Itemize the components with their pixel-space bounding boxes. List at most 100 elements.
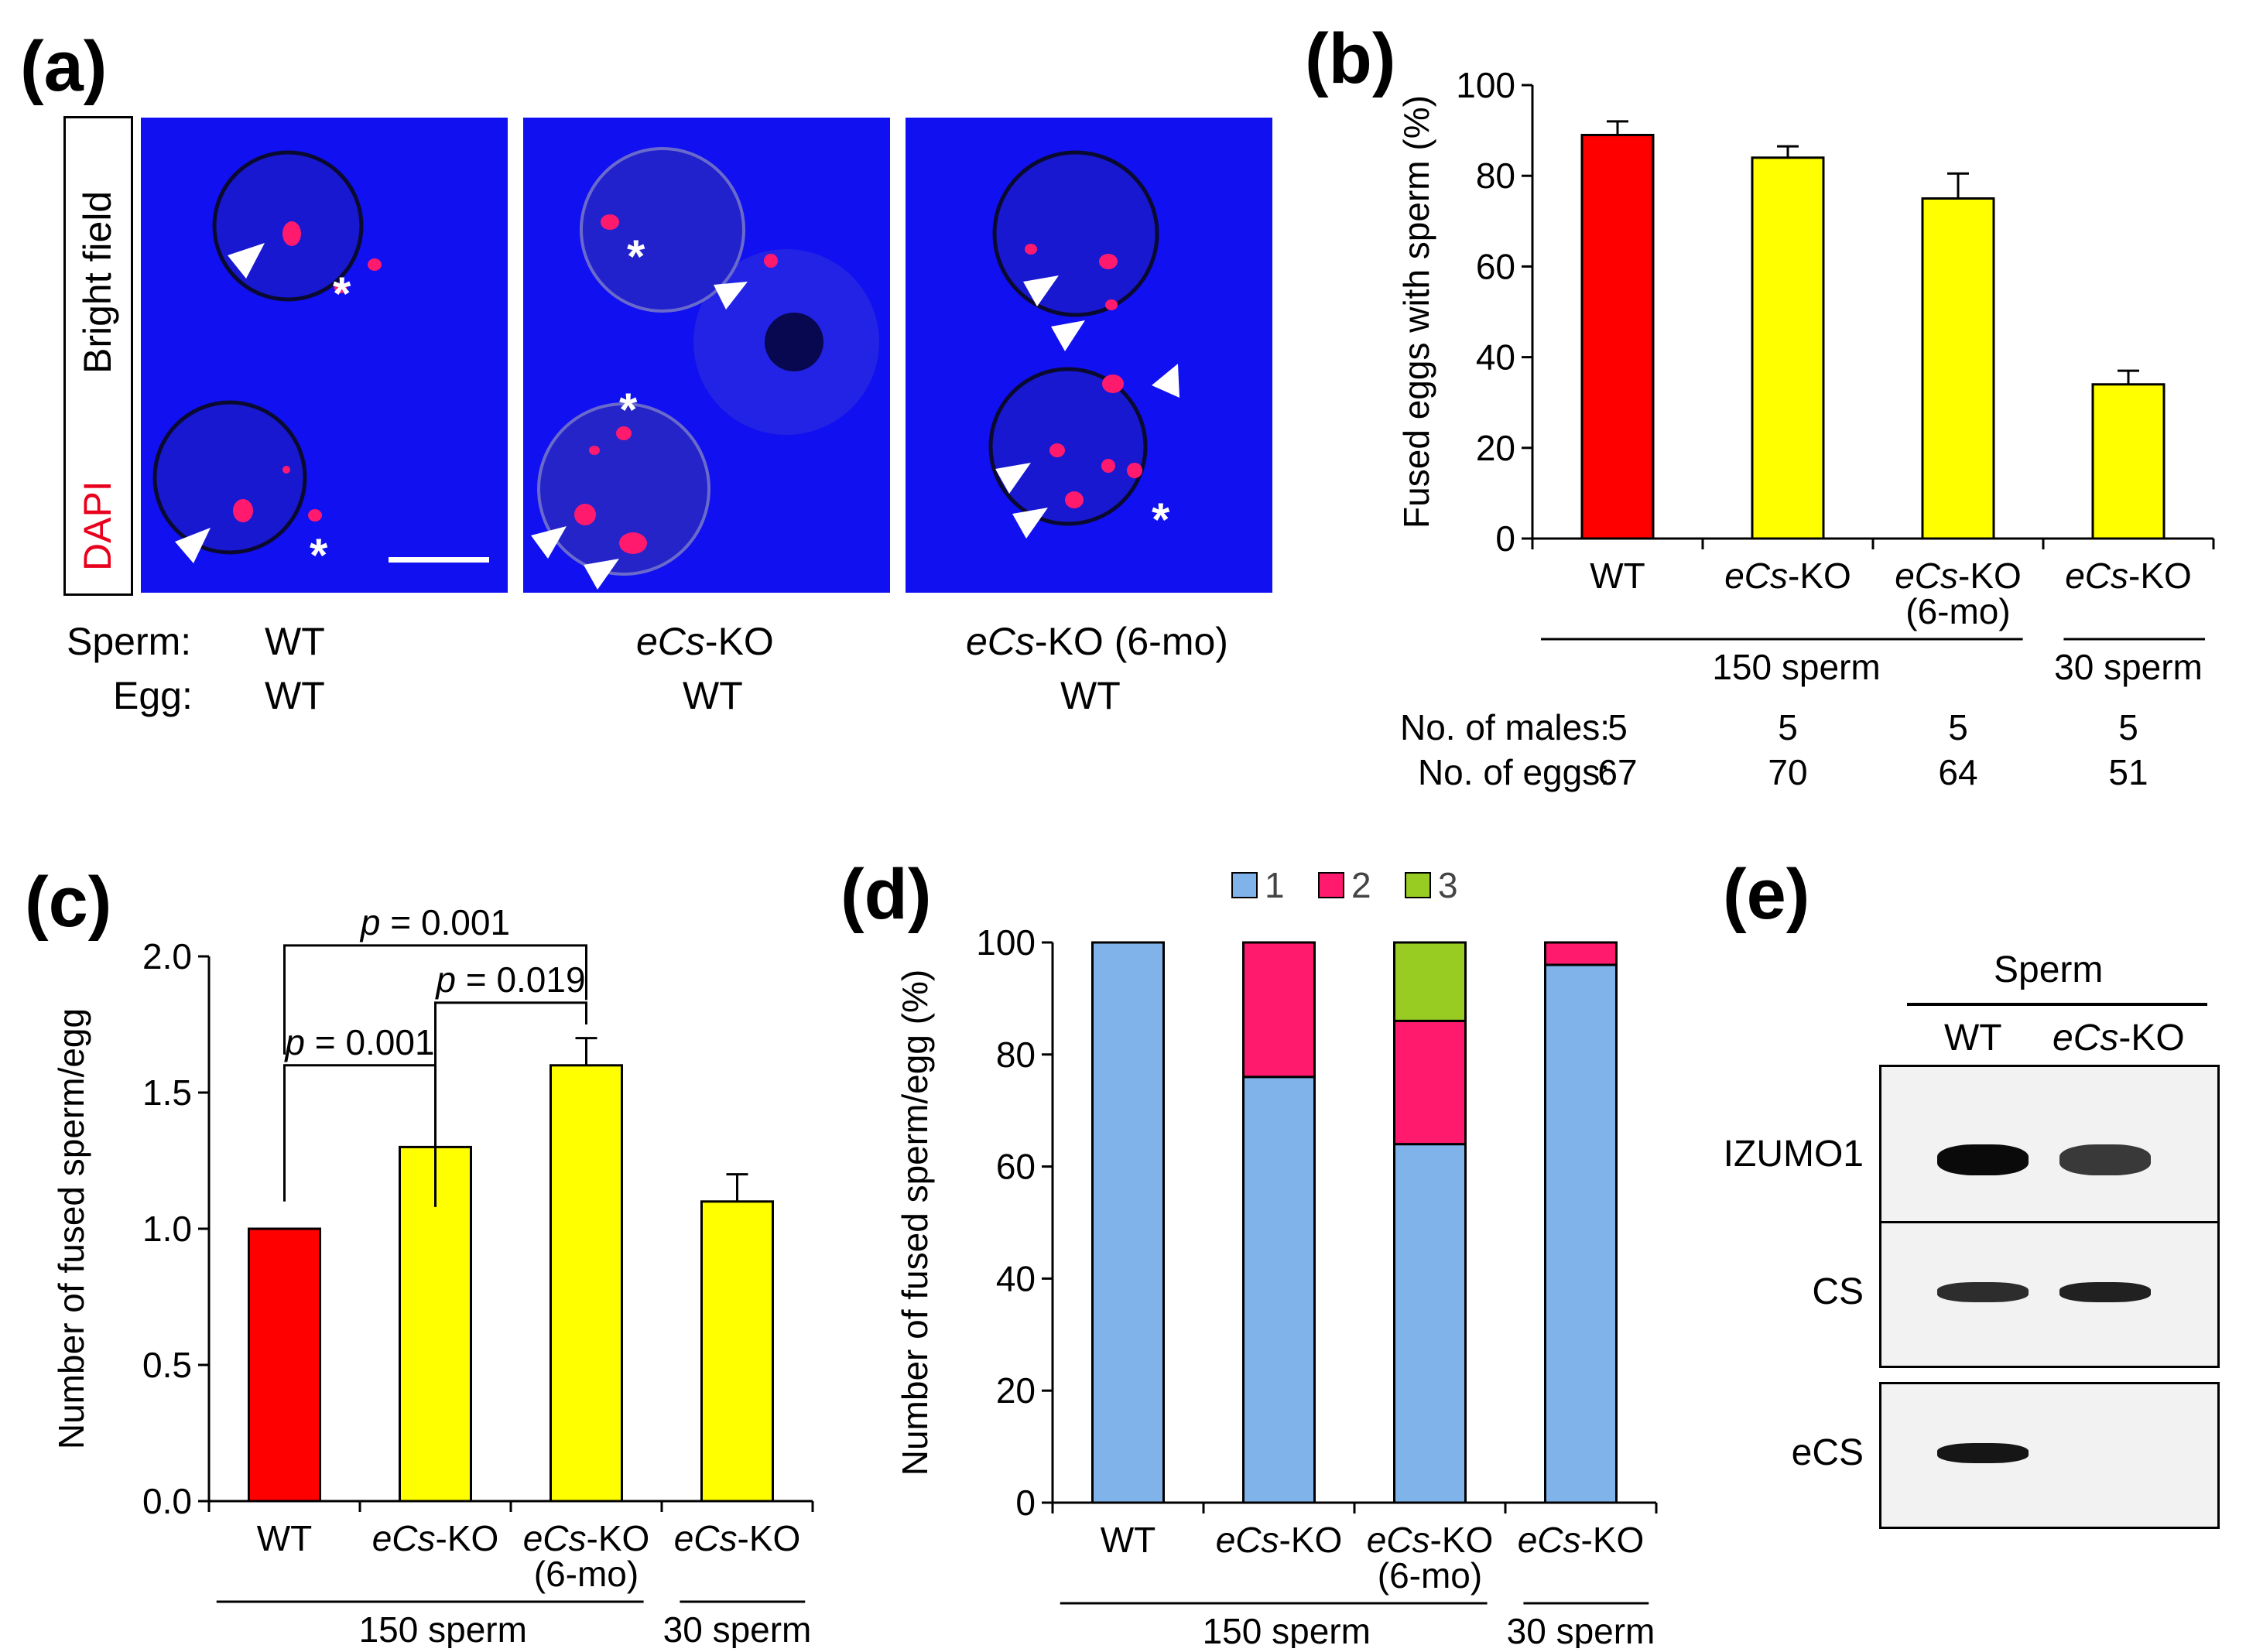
legend-label-1: 1 bbox=[1265, 865, 1285, 905]
y-tick-label: 80 bbox=[996, 1035, 1036, 1075]
panel-b-label: (b) bbox=[1305, 19, 1396, 98]
y-tick-label: 0.0 bbox=[142, 1481, 192, 1521]
x-tick-label: WT bbox=[1101, 1520, 1156, 1560]
table-cell: 67 bbox=[1597, 752, 1637, 792]
bar-segment-1 bbox=[1393, 1143, 1467, 1504]
micrograph-wt: * * bbox=[141, 118, 508, 593]
blot-band bbox=[1937, 1282, 2029, 1302]
p-value-label: p = 0.001 bbox=[359, 902, 510, 942]
y-tick-label: 2.0 bbox=[142, 936, 192, 976]
bar-segment-2 bbox=[1242, 941, 1316, 1079]
x-tick-label-line2: (6-mo) bbox=[1905, 591, 2010, 631]
blot-row-label: IZUMO1 bbox=[1723, 1134, 1864, 1175]
y-axis-title: Number of fused sperm/egg bbox=[51, 1008, 91, 1449]
bar bbox=[248, 1227, 321, 1503]
micrograph-ecs-ko-6mo: * bbox=[906, 118, 1272, 593]
table-cell: 70 bbox=[1768, 752, 1807, 792]
table-cell: 5 bbox=[1778, 707, 1798, 747]
x-tick-label-line2: (6-mo) bbox=[534, 1554, 639, 1594]
bar bbox=[1580, 133, 1655, 540]
table-cell: 5 bbox=[2118, 707, 2138, 747]
y-tick-label: 60 bbox=[996, 1147, 1036, 1187]
blot-band bbox=[2059, 1282, 2151, 1302]
group-label-30: 30 sperm bbox=[663, 1609, 812, 1648]
y-tick-label: 20 bbox=[996, 1370, 1036, 1411]
x-tick-label: WT bbox=[1590, 556, 1645, 596]
y-axis-title: Number of fused sperm/egg (%) bbox=[895, 970, 935, 1476]
group-label-150: 150 sperm bbox=[1712, 647, 1880, 687]
row-sperm-label: Sperm: bbox=[67, 620, 192, 663]
y-tick-label: 1.0 bbox=[142, 1209, 192, 1249]
bar bbox=[1921, 197, 1995, 540]
bar bbox=[2091, 383, 2166, 540]
legend-swatch-3 bbox=[1405, 872, 1431, 898]
bar bbox=[1751, 156, 1825, 540]
blot-lane-ko: eCs-KO bbox=[2053, 1018, 2185, 1059]
x-tick-label: WT bbox=[257, 1518, 313, 1558]
svg-text:*: * bbox=[619, 384, 638, 436]
panel-a-label: (a) bbox=[20, 27, 108, 106]
chart-c: 0.0 0.5 1.0 1.5 2.0 Number of fused sperm/egg… bbox=[51, 902, 814, 1648]
svg-text:*: * bbox=[1152, 494, 1170, 546]
blot-row-label: CS bbox=[1812, 1271, 1864, 1312]
group-label-150: 150 sperm bbox=[1203, 1611, 1371, 1648]
table-cell: 5 bbox=[1948, 707, 1968, 747]
col3-sperm: eCs-KO (6-mo) bbox=[966, 620, 1228, 663]
y-axis-title: Fused eggs with sperm (%) bbox=[1396, 95, 1436, 528]
chart-d: 0 20 40 60 80 100 Number of fused sperm/egg (%… bbox=[895, 865, 1658, 1648]
x-tick-label: eCs-KO bbox=[2065, 556, 2192, 596]
significance-bracket bbox=[283, 944, 587, 1055]
micrograph-ecs-ko-6mo-image: * bbox=[988, 150, 1179, 546]
dapi-label: DAPI bbox=[76, 481, 119, 571]
micrograph-wt-image: * * bbox=[152, 150, 489, 581]
group-label-30: 30 sperm bbox=[2054, 647, 2203, 687]
chart-b: 0 20 40 60 80 100 Fused eggs with sperm (%) WT e… bbox=[1396, 65, 2215, 792]
y-tick-label: 20 bbox=[1476, 428, 1515, 468]
x-tick-label: eCs-KO bbox=[1518, 1520, 1645, 1560]
y-tick-label: 0 bbox=[1015, 1483, 1036, 1523]
legend-label-3: 3 bbox=[1438, 865, 1458, 905]
y-tick-label: 40 bbox=[1476, 337, 1515, 378]
col2-egg: WT bbox=[683, 674, 743, 717]
y-tick-label: 60 bbox=[1476, 246, 1515, 286]
svg-text:*: * bbox=[627, 231, 645, 282]
bar-segment-3 bbox=[1393, 941, 1467, 1022]
x-tick-label: eCs-KO bbox=[523, 1518, 650, 1558]
stain-label-box: Bright field DAPI bbox=[63, 116, 133, 596]
legend-swatch-2 bbox=[1318, 872, 1344, 898]
col2-sperm: eCs-KO bbox=[636, 620, 774, 663]
svg-text:*: * bbox=[333, 268, 351, 320]
row-egg-label: Egg: bbox=[113, 674, 193, 717]
col1-egg: WT bbox=[265, 674, 325, 717]
table-cell: 5 bbox=[1607, 707, 1628, 747]
blot-band bbox=[1937, 1443, 2029, 1463]
bar-segment-1 bbox=[1091, 941, 1165, 1504]
table-row-label: No. of eggs: bbox=[1418, 752, 1610, 792]
col1-sperm: WT bbox=[265, 620, 325, 663]
y-tick-label: 100 bbox=[976, 922, 1036, 963]
p-value-label: p = 0.001 bbox=[283, 1022, 434, 1062]
x-tick-label: eCs-KO bbox=[674, 1518, 801, 1558]
bar-segment-1 bbox=[1242, 1076, 1316, 1504]
x-tick-label: eCs-KO bbox=[1367, 1520, 1494, 1560]
bar bbox=[550, 1064, 623, 1503]
group-label-150: 150 sperm bbox=[359, 1609, 527, 1648]
bright-field-label: Bright field bbox=[76, 190, 119, 374]
table-row-label: No. of males: bbox=[1400, 707, 1610, 747]
legend-label-2: 2 bbox=[1351, 865, 1371, 905]
x-tick-label-line2: (6-mo) bbox=[1378, 1555, 1482, 1596]
bar-segment-1 bbox=[1544, 963, 1618, 1504]
blot-header-line bbox=[1907, 1003, 2207, 1006]
bar-segment-2 bbox=[1393, 1019, 1467, 1146]
x-tick-label: eCs-KO bbox=[1724, 556, 1851, 596]
micrograph-ecs-ko-image: * * bbox=[531, 147, 879, 590]
legend-swatch-1 bbox=[1231, 872, 1258, 898]
table-cell: 51 bbox=[2108, 752, 2148, 792]
panel-e-label: (e) bbox=[1723, 855, 1810, 934]
group-label-30: 30 sperm bbox=[1507, 1611, 1655, 1648]
bar bbox=[700, 1200, 774, 1503]
blot-band bbox=[1937, 1144, 2029, 1175]
col3-egg: WT bbox=[1060, 674, 1121, 717]
y-tick-label: 100 bbox=[1456, 65, 1515, 105]
